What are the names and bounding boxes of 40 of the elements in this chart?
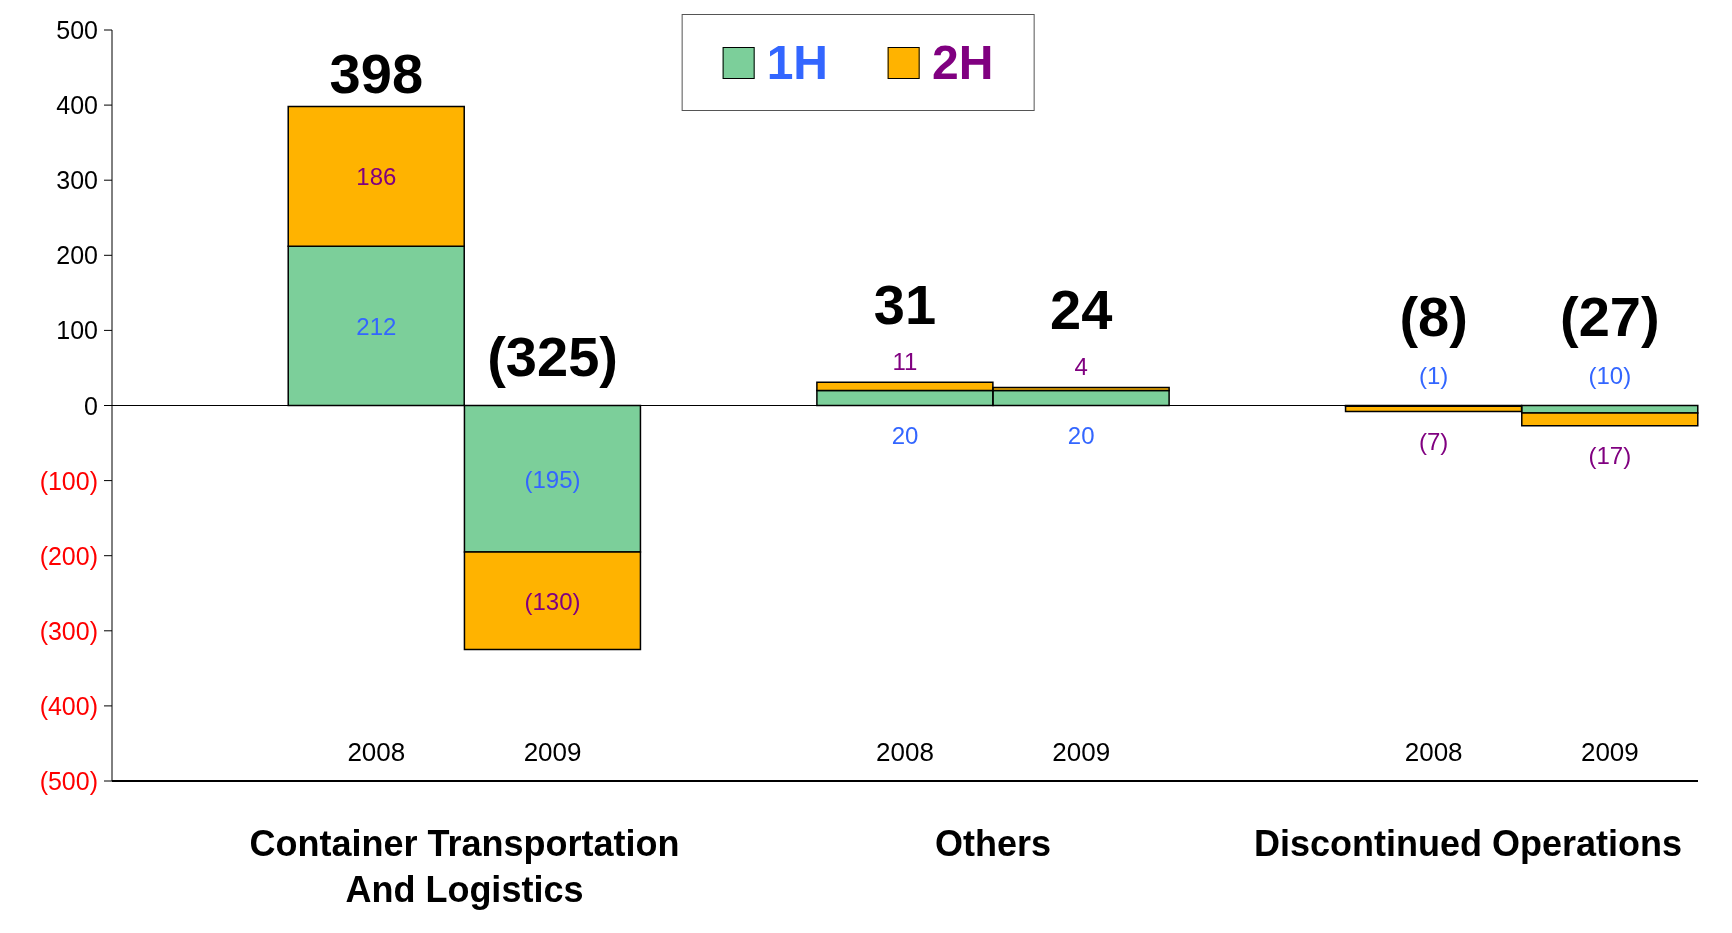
data-label: 20 [1067, 421, 1095, 449]
y-tick-label: 200 [56, 241, 98, 270]
data-label: 212 [356, 312, 397, 340]
x-tick-label: 2008 [347, 737, 406, 767]
text: Container Transportation And Logistics [248, 822, 681, 912]
total-label: 398 [329, 41, 424, 105]
y-tick-label: (400) [39, 691, 98, 720]
y-tick-label: 100 [56, 316, 98, 345]
x-tick-label: 2009 [1580, 737, 1639, 767]
y-tick-label: (100) [39, 466, 98, 495]
text: Discontinued Operations [1252, 822, 1683, 866]
x-tick-label: 2008 [876, 737, 934, 767]
data-label: 4 [1074, 353, 1088, 381]
y-tick-label: (200) [39, 541, 98, 570]
legend-label: 2H [932, 35, 994, 90]
x-tick-label: 2009 [523, 737, 582, 767]
y-tick-label: 0 [84, 391, 98, 420]
text: Others [934, 822, 1053, 866]
data-label: 186 [356, 163, 397, 191]
data-label: 11 [892, 348, 918, 376]
y-tick-label: 300 [56, 166, 98, 195]
data-label: 20 [891, 421, 919, 449]
data-label: (7) [1418, 427, 1449, 455]
data-label: (1) [1418, 361, 1449, 389]
total-label: (325) [487, 324, 618, 388]
data-label: (130) [524, 587, 581, 615]
x-tick-label: 2008 [1404, 737, 1463, 767]
total-label: 31 [873, 273, 937, 337]
y-tick-label: 500 [56, 16, 98, 44]
total-label: 24 [1050, 278, 1113, 342]
data-label: (195) [524, 465, 581, 493]
legend-label: 1H [766, 35, 828, 90]
x-tick-label: 2009 [1052, 737, 1111, 767]
data-label: (17) [1588, 441, 1632, 469]
data-label: (10) [1588, 361, 1632, 389]
y-tick-label: (300) [39, 616, 98, 645]
y-tick-label: (500) [39, 767, 98, 795]
total-label: (27) [1560, 284, 1660, 348]
y-tick-label: 400 [56, 91, 98, 120]
total-label: (8) [1399, 284, 1468, 348]
